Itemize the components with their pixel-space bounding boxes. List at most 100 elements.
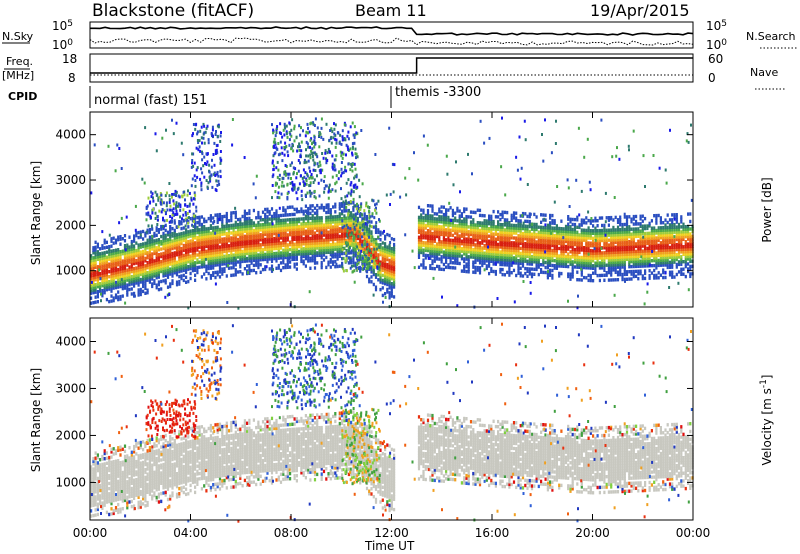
power-cell bbox=[241, 239, 244, 244]
power-cell bbox=[105, 280, 108, 284]
power-cell bbox=[347, 251, 350, 255]
power-cell bbox=[180, 256, 183, 261]
power-cell bbox=[207, 239, 210, 243]
power-cell bbox=[96, 245, 99, 249]
power-cell bbox=[137, 268, 140, 272]
power-cell bbox=[677, 252, 681, 257]
power-cell bbox=[657, 251, 660, 255]
power-cell bbox=[353, 176, 356, 180]
power-cell bbox=[576, 263, 579, 267]
power-cell bbox=[494, 260, 497, 264]
power-cell bbox=[671, 248, 674, 252]
power-cell bbox=[549, 263, 552, 267]
power-cell bbox=[587, 273, 590, 278]
power-cell bbox=[307, 241, 310, 246]
power-cell bbox=[639, 247, 642, 251]
power-cell bbox=[542, 270, 545, 275]
power-cell bbox=[268, 244, 271, 249]
power-cell bbox=[456, 244, 459, 248]
power-cell bbox=[225, 231, 228, 236]
power-cell bbox=[164, 246, 167, 250]
power-cell bbox=[689, 274, 692, 279]
power-cell bbox=[327, 223, 330, 227]
power-cell bbox=[515, 241, 518, 245]
power-cell bbox=[677, 225, 681, 229]
power-cell bbox=[551, 276, 554, 280]
power-cell bbox=[270, 247, 274, 251]
power-cell bbox=[110, 289, 113, 293]
power-cell bbox=[205, 219, 208, 224]
power-cell bbox=[449, 243, 452, 247]
power-cell bbox=[436, 244, 439, 249]
power-cell bbox=[560, 259, 563, 263]
power-cell bbox=[474, 230, 477, 235]
power-cell bbox=[352, 255, 355, 260]
power-cell bbox=[535, 247, 538, 252]
power-cell bbox=[657, 261, 660, 265]
power-cell bbox=[623, 262, 626, 267]
power-cell bbox=[322, 250, 326, 255]
power-cell bbox=[277, 229, 280, 233]
power-cell bbox=[191, 266, 194, 270]
power-cell bbox=[682, 222, 685, 226]
power-cell bbox=[478, 246, 482, 250]
power-cell bbox=[295, 257, 298, 261]
power-cell bbox=[123, 283, 127, 288]
power-cell bbox=[325, 238, 328, 242]
power-cell bbox=[259, 233, 262, 237]
power-cell bbox=[266, 257, 269, 261]
power-cell bbox=[689, 219, 692, 224]
power-cell bbox=[519, 239, 522, 243]
power-cell bbox=[225, 224, 228, 228]
power-cell bbox=[157, 272, 160, 277]
power-cell bbox=[551, 268, 554, 273]
power-cell bbox=[433, 267, 436, 271]
power-cell bbox=[151, 269, 154, 274]
power-cell bbox=[311, 234, 314, 238]
power-cell bbox=[363, 264, 366, 269]
power-cell bbox=[162, 244, 165, 248]
power-cell bbox=[216, 258, 219, 262]
power-cell bbox=[187, 247, 190, 251]
power-cell bbox=[264, 217, 267, 222]
power-cell bbox=[384, 262, 387, 266]
power-cell bbox=[644, 241, 647, 246]
power-cell bbox=[200, 237, 203, 242]
power-cell bbox=[178, 247, 181, 251]
power-cell bbox=[282, 128, 285, 132]
power-cell bbox=[472, 235, 475, 239]
power-cell bbox=[662, 248, 665, 252]
power-cell bbox=[537, 262, 540, 267]
power-cell bbox=[549, 273, 552, 277]
power-cell bbox=[352, 260, 355, 265]
power-cell bbox=[436, 234, 439, 239]
power-cell bbox=[343, 231, 346, 236]
power-cell bbox=[110, 277, 113, 281]
power-cell bbox=[135, 281, 138, 285]
power-cell bbox=[234, 240, 237, 244]
power-cell bbox=[126, 290, 129, 295]
power-cell bbox=[264, 237, 267, 242]
power-cell bbox=[555, 264, 558, 268]
power-cell bbox=[388, 258, 391, 263]
power-cell bbox=[92, 261, 95, 265]
power-cell bbox=[546, 256, 549, 260]
power-cell bbox=[187, 242, 190, 246]
power-cell bbox=[483, 236, 486, 240]
power-cell bbox=[499, 232, 502, 237]
power-cell bbox=[508, 258, 511, 262]
power-cell bbox=[442, 252, 445, 257]
power-cell bbox=[655, 243, 658, 248]
power-cell bbox=[650, 246, 653, 250]
power-cell bbox=[474, 225, 477, 230]
power-cell bbox=[203, 227, 206, 231]
power-cell bbox=[503, 243, 506, 247]
power-cell bbox=[632, 262, 635, 266]
power-cell bbox=[530, 257, 534, 261]
power-cell bbox=[454, 241, 457, 245]
power-cell bbox=[347, 248, 350, 253]
power-cell bbox=[564, 229, 568, 234]
power-cell bbox=[546, 276, 549, 280]
power-cell bbox=[237, 225, 240, 229]
power-cell bbox=[196, 253, 199, 257]
